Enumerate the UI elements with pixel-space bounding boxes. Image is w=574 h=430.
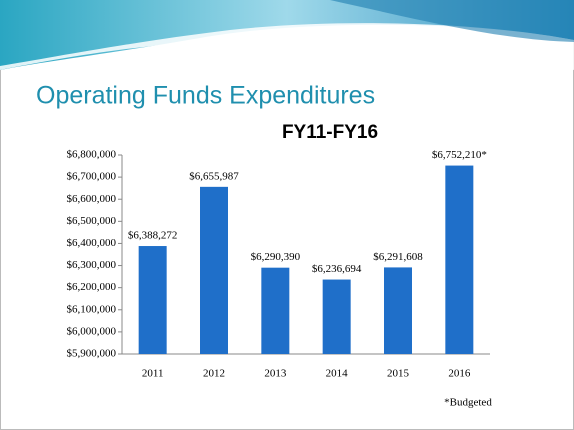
y-tick-label: $6,600,000	[67, 193, 117, 205]
header-highlight	[0, 23, 574, 70]
data-label: $6,752,210*	[432, 149, 487, 161]
bar	[138, 246, 167, 354]
x-tick-label: 2016	[448, 368, 471, 380]
data-label: $6,236,694	[312, 263, 362, 275]
y-tick-label: $5,900,000	[67, 348, 117, 360]
y-tick-label: $6,800,000	[67, 149, 117, 161]
y-tick-label: $6,000,000	[67, 325, 117, 337]
annotation: *Budgeted	[444, 397, 492, 409]
data-label: $6,290,390	[251, 251, 301, 263]
bar	[261, 267, 290, 354]
data-label: $6,655,987	[189, 170, 239, 182]
bar	[322, 279, 351, 354]
x-tick-label: 2011	[142, 368, 164, 380]
chart-title: FY11-FY16	[282, 122, 378, 143]
bar	[445, 165, 474, 354]
y-tick-label: $6,400,000	[67, 237, 117, 249]
bar	[200, 186, 228, 354]
y-tick-label: $6,700,000	[67, 171, 117, 183]
bar	[384, 267, 412, 354]
y-tick-label: $6,100,000	[67, 303, 117, 315]
x-tick-label: 2012	[203, 368, 225, 380]
data-label: $6,388,272	[128, 230, 178, 242]
y-tick-label: $6,200,000	[67, 281, 117, 293]
x-tick-label: 2013	[264, 368, 287, 380]
y-tick-label: $6,500,000	[67, 215, 117, 227]
x-tick-label: 2015	[387, 368, 410, 380]
x-tick-label: 2014	[326, 368, 349, 380]
y-tick-label: $6,300,000	[67, 259, 117, 271]
slide-title: Operating Funds Expenditures	[36, 82, 375, 110]
data-label: $6,291,608	[373, 251, 423, 263]
header-accent	[330, 0, 574, 42]
